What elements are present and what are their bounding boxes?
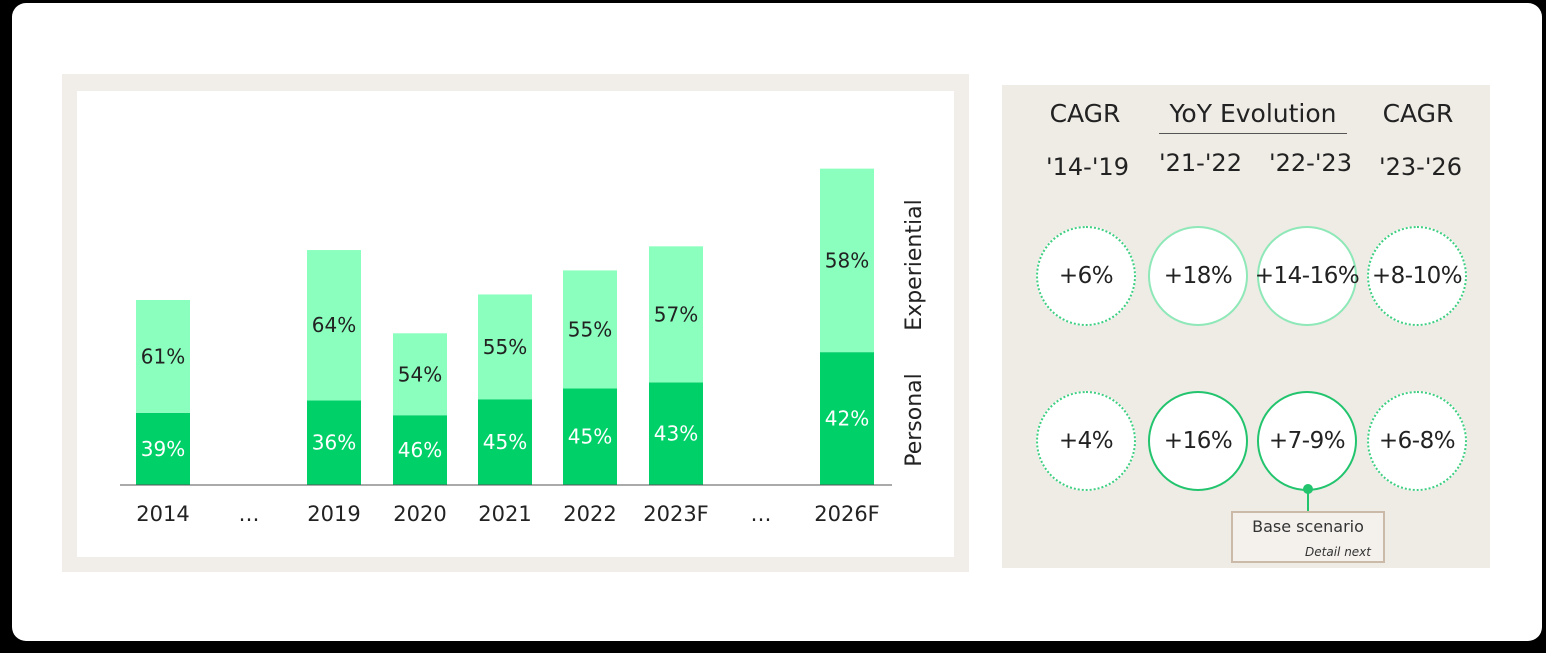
yoy-header-underline — [1159, 133, 1347, 134]
label-personal-2021: 45% — [483, 430, 527, 454]
bar-personal-2026F — [820, 352, 874, 485]
bar-experiential-2021 — [478, 294, 532, 400]
detail-next-note: Detail next — [1305, 545, 1371, 559]
label-experiential-2022: 55% — [568, 317, 612, 341]
bar-personal-2014 — [136, 412, 190, 485]
period-label: '21-'22 — [1159, 149, 1242, 177]
bar-experiential-2014 — [136, 300, 190, 413]
label-personal-2022: 45% — [568, 425, 612, 449]
bar-personal-2019 — [307, 400, 361, 485]
legend-experiential: Experiential — [902, 199, 927, 330]
label-personal-2020: 46% — [398, 438, 442, 462]
bar-experiential-2023F — [649, 246, 703, 383]
personal-cagr-23-26: +6-8% — [1367, 391, 1467, 491]
bar-personal-2022 — [563, 388, 617, 485]
legend-personal: Personal — [902, 373, 927, 467]
period-label: '14-'19 — [1046, 153, 1129, 181]
experiential-yoy-21-22: +18% — [1148, 226, 1248, 326]
label-personal-2023F: 43% — [654, 422, 698, 446]
x-tick-label: 2019 — [307, 502, 360, 526]
personal-yoy-21-22: +16% — [1148, 391, 1248, 491]
experiential-yoy-22-23: +14-16% — [1255, 226, 1360, 326]
x-tick-label: 2020 — [393, 502, 446, 526]
bar-experiential-2020 — [393, 333, 447, 416]
bar-experiential-2019 — [307, 250, 361, 401]
label-experiential-2021: 55% — [483, 335, 527, 359]
cagr-left-header: CAGR — [1049, 99, 1121, 128]
label-personal-2019: 36% — [312, 431, 356, 455]
x-tick-label: 2023F — [643, 502, 709, 526]
base-scenario-callout: Base scenario Detail next — [1231, 511, 1385, 563]
bar-personal-2021 — [478, 399, 532, 485]
label-experiential-2019: 64% — [312, 313, 356, 337]
period-label: '22-'23 — [1269, 149, 1352, 177]
label-experiential-2020: 54% — [398, 362, 442, 386]
bar-personal-2020 — [393, 415, 447, 485]
label-personal-2026F: 42% — [825, 407, 869, 431]
cagr-right-header: CAGR — [1382, 99, 1454, 128]
x-tick-label: 2022 — [563, 502, 616, 526]
period-label: '23-'26 — [1379, 153, 1462, 181]
label-personal-2014: 39% — [141, 437, 185, 461]
personal-cagr-14-19: +4% — [1036, 391, 1136, 491]
x-tick-label: 2026F — [814, 502, 880, 526]
label-experiential-2026F: 58% — [825, 248, 869, 272]
x-tick-label: … — [751, 502, 772, 526]
x-tick-label: 2014 — [136, 502, 189, 526]
bar-experiential-2022 — [563, 270, 617, 389]
callout-dot — [1303, 484, 1313, 494]
x-tick-label: 2021 — [478, 502, 531, 526]
personal-yoy-22-23: +7-9% — [1257, 391, 1357, 491]
base-scenario-label: Base scenario — [1252, 517, 1364, 536]
label-experiential-2023F: 57% — [654, 302, 698, 326]
label-experiential-2014: 61% — [141, 344, 185, 368]
bar-personal-2023F — [649, 382, 703, 485]
bar-experiential-2026F — [820, 168, 874, 353]
yoy-header: YoY Evolution — [1169, 99, 1337, 128]
experiential-cagr-23-26: +8-10% — [1367, 226, 1467, 326]
experiential-cagr-14-19: +6% — [1036, 226, 1136, 326]
callout-connector — [1307, 489, 1309, 511]
x-tick-label: … — [239, 502, 260, 526]
